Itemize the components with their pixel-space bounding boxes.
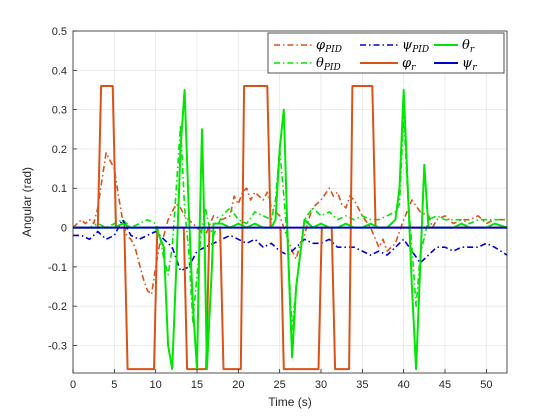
legend-subscript: r <box>472 63 477 73</box>
y-tick-label: -0.3 <box>48 340 67 352</box>
x-axis-ticks: 0 5 10 15 20 25 30 35 40 45 50 <box>70 369 492 391</box>
legend-subscript: r <box>470 45 475 55</box>
x-tick-label: 0 <box>70 379 76 391</box>
y-tick-label: -0.1 <box>48 262 67 274</box>
plot-frame <box>72 30 508 374</box>
series-line-phi-pid <box>73 152 507 296</box>
legend-symbol: ψ <box>462 56 473 71</box>
y-axis-ticks: -0.3 -0.2 -0.1 0 0.1 0.2 0.3 0.4 0.5 <box>48 26 77 352</box>
x-tick-label: 20 <box>232 379 244 391</box>
x-tick-label: 5 <box>111 379 117 391</box>
series-layer <box>73 85 507 371</box>
legend-label-theta-pid: θPID <box>316 56 341 73</box>
legend-symbol: θ <box>462 38 470 53</box>
x-axis-label: Time (s) <box>268 395 312 409</box>
legend-subscript: PID <box>323 63 341 73</box>
x-tick-label: 10 <box>150 379 162 391</box>
legend-box <box>267 32 505 74</box>
series-line-theta-r <box>73 89 507 371</box>
legend-symbol: ψ <box>402 38 413 53</box>
y-tick-label: 0.1 <box>52 183 67 195</box>
legend-subscript: PID <box>324 45 342 55</box>
x-tick-label: 25 <box>274 379 286 391</box>
x-tick-label: 45 <box>439 379 451 391</box>
legend-label-theta-r: θr <box>462 38 475 55</box>
x-tick-label: 50 <box>480 379 492 391</box>
x-tick-label: 35 <box>356 379 368 391</box>
legend-symbol: φ <box>316 38 326 53</box>
legend-label-phi-pid: φPID <box>316 38 342 55</box>
y-tick-label: 0.4 <box>52 65 67 77</box>
y-tick-label: 0.5 <box>52 26 67 38</box>
y-tick-label: 0 <box>61 223 67 235</box>
series-line-psi-pid <box>73 218 507 272</box>
x-tick-label: 30 <box>315 379 327 391</box>
legend-symbol: θ <box>316 56 324 71</box>
legend-label-psi-pid: ψPID <box>402 38 429 55</box>
legend-label-psi-r: ψr <box>462 56 477 73</box>
x-tick-label: 15 <box>191 379 203 391</box>
y-tick-label: 0.3 <box>52 105 67 117</box>
y-axis-label: Angular (rad) <box>20 167 34 237</box>
legend-subscript: PID <box>411 45 429 55</box>
y-tick-label: -0.2 <box>48 301 67 313</box>
legend-label-phi-r: φr <box>402 56 416 73</box>
x-tick-label: 40 <box>398 379 410 391</box>
legend-symbol: φ <box>402 56 412 71</box>
legend-subscript: r <box>411 63 416 73</box>
y-tick-label: 0.2 <box>52 144 67 156</box>
